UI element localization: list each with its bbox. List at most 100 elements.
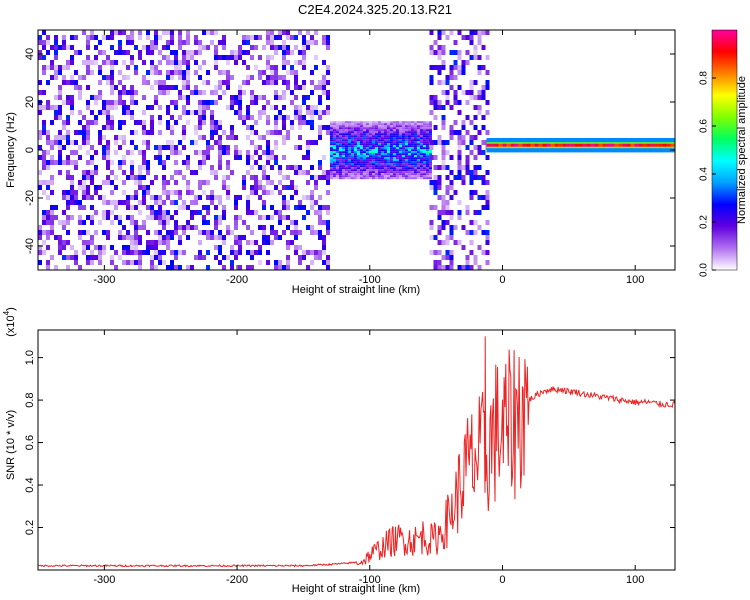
spectrogram-cell xyxy=(473,125,478,130)
spectrogram-cell xyxy=(214,85,218,90)
spectrogram-cell xyxy=(98,80,102,85)
spectrogram-cell xyxy=(234,200,238,205)
spectrogram-cell xyxy=(469,95,474,100)
spectrogram-cell xyxy=(318,135,322,140)
spectrogram-cell xyxy=(322,60,326,65)
spectrogram-cell xyxy=(465,165,470,170)
spectrogram-cell xyxy=(353,123,357,126)
spectrogram-cell xyxy=(344,171,348,174)
spectrogram-cell xyxy=(62,190,66,195)
spectrogram-cell xyxy=(428,125,432,128)
spectrogram-cell xyxy=(368,143,372,146)
spectrogram-cell xyxy=(410,171,414,174)
spectrogram-cell xyxy=(419,153,423,156)
spectrogram-cell xyxy=(335,135,339,138)
spectrogram-cell xyxy=(286,85,290,90)
spectrogram-cell xyxy=(54,135,58,140)
spectrogram-cell xyxy=(377,135,381,138)
spectrogram-cell xyxy=(130,110,134,115)
spectrogram-cell xyxy=(178,250,182,255)
spectrogram-cell xyxy=(286,70,290,75)
colorbar: 0.00.20.40.60.8 Normalized spectral ampl… xyxy=(699,29,748,277)
spectrogram-cell xyxy=(398,149,402,152)
spectrogram-cell xyxy=(347,139,351,142)
spectrogram-cell xyxy=(274,125,278,130)
spectrogram-cell xyxy=(170,230,174,235)
spectral-line-cell xyxy=(494,143,499,147)
spectrogram-cell xyxy=(126,105,130,110)
spectrogram-cell xyxy=(58,160,62,165)
spectrogram-cell xyxy=(338,121,342,124)
spectrogram-cell xyxy=(86,245,90,250)
spectrogram-cell xyxy=(170,100,174,105)
spectrogram-cell xyxy=(469,250,474,255)
spectrogram-cell xyxy=(422,147,426,150)
spectrogram-cell xyxy=(202,180,206,185)
spectrogram-cell xyxy=(392,171,396,174)
spectral-line-cell xyxy=(606,143,611,147)
spectrogram-cell xyxy=(242,185,246,190)
spectrogram-cell xyxy=(214,245,218,250)
spectrogram-cell xyxy=(338,153,342,156)
spectrogram-cell xyxy=(416,161,420,164)
spectrogram-cell xyxy=(158,235,162,240)
spectrogram-cell xyxy=(416,177,420,180)
spectrogram-cell xyxy=(347,153,351,156)
spectrogram-cell xyxy=(102,110,106,115)
spectrogram-cell xyxy=(371,133,375,136)
spectrogram-cell xyxy=(266,160,270,165)
spectrogram-cell xyxy=(329,157,333,160)
spectrogram-cell xyxy=(238,110,242,115)
spectrogram-cell xyxy=(353,171,357,174)
spectrogram-cell xyxy=(286,225,290,230)
spectrogram-cell xyxy=(422,177,426,180)
spectrogram-cell xyxy=(332,153,336,156)
spectrogram-cell xyxy=(350,151,354,154)
spectrogram-cell xyxy=(70,200,74,205)
spectrogram-cell xyxy=(62,120,66,125)
spectrogram-cell xyxy=(74,160,78,165)
spectrogram-cell xyxy=(102,105,106,110)
spectrogram-cell xyxy=(210,195,214,200)
spectrogram-cell xyxy=(62,220,66,225)
spectrogram-cell xyxy=(356,155,360,158)
spectrogram-cell xyxy=(371,151,375,154)
spectrogram-cell xyxy=(404,141,408,144)
spectrogram-cell xyxy=(278,35,282,40)
spectrogram-cell xyxy=(238,235,242,240)
spectrogram-cell xyxy=(166,230,170,235)
spectrogram-cell xyxy=(318,95,322,100)
spectrogram-cell xyxy=(365,169,369,172)
spectrogram-cell xyxy=(469,85,474,90)
spectrogram-cell xyxy=(262,165,266,170)
spectrogram-cell xyxy=(481,205,486,210)
spectrogram-cell xyxy=(419,123,423,126)
spectrogram-cell xyxy=(377,167,381,170)
spectral-line-cell xyxy=(634,143,639,147)
spectrogram-cell xyxy=(258,75,262,80)
spectrogram-cell xyxy=(42,180,46,185)
spectrogram-cell xyxy=(258,165,262,170)
spectrogram-cell xyxy=(371,137,375,140)
spectrogram-cell xyxy=(86,125,90,130)
spectrogram-cell xyxy=(310,260,314,265)
spectrogram-cell xyxy=(410,133,414,136)
spectrogram-cell xyxy=(380,141,384,144)
spectrogram-cell xyxy=(485,190,490,195)
spectrogram-cell xyxy=(82,60,86,65)
spectrogram-cell xyxy=(254,160,258,165)
spectrogram-cell xyxy=(190,215,194,220)
spectrogram-cell xyxy=(449,125,454,130)
spectrogram-cell xyxy=(398,171,402,174)
spectrogram-cell xyxy=(234,110,238,115)
spectrogram-cell xyxy=(359,151,363,154)
spectrogram-cell xyxy=(222,35,226,40)
spectrogram-cell xyxy=(218,145,222,150)
spectrogram-cell xyxy=(226,255,230,260)
spectrogram-cell xyxy=(344,173,348,176)
spectrogram-cell xyxy=(428,135,432,138)
spectrogram-cell xyxy=(50,105,54,110)
spectrogram-cell xyxy=(437,180,442,185)
spectrogram-cell xyxy=(441,240,446,245)
spectrogram-cell xyxy=(441,60,446,65)
